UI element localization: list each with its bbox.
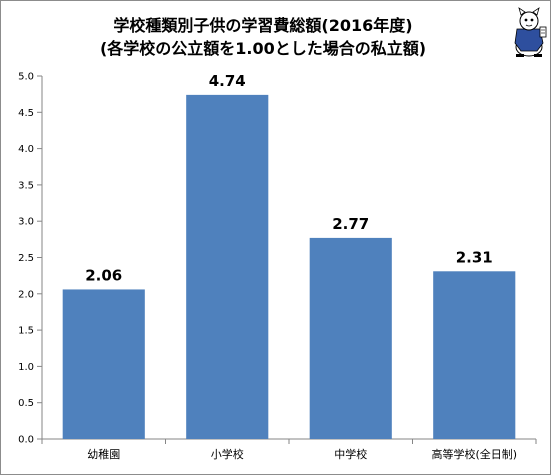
data-label: 4.74 [209,72,246,90]
y-tick-label: 5.0 [18,72,34,83]
y-tick-label: 1.0 [18,362,34,373]
bar [309,237,392,439]
y-tick-label: 2.0 [18,289,34,300]
data-label: 2.06 [85,266,122,284]
y-tick-label: 0.0 [18,435,34,446]
x-tick-label: 高等学校(全日制) [431,447,517,461]
mascot-icon [514,7,547,57]
bar [433,271,516,439]
y-tick-label: 0.5 [18,398,34,409]
chart-title: 学校種類別子供の学習費総額(2016年度) [113,16,412,35]
y-tick-label: 3.0 [18,217,34,228]
data-label: 2.31 [456,248,493,266]
y-tick-label: 3.5 [18,180,34,191]
x-tick-label: 幼稚園 [87,448,120,461]
bars-group [62,94,516,439]
labels-group: 2.06 幼稚園 4.74 小学校 2.77 中学校 2.31 高等学校(全日制) [85,72,517,461]
x-tick-label: 小学校 [211,447,244,461]
y-tick-label: 2.5 [18,253,34,264]
x-tick-label: 中学校 [334,447,367,461]
data-label: 2.77 [332,215,369,233]
y-tick-label: 1.5 [18,326,34,337]
y-tick-label: 4.5 [18,108,34,119]
bar [186,94,269,439]
bar [62,289,145,439]
y-tick-label: 4.0 [18,144,34,155]
chart-subtitle: (各学校の公立額を1.00とした場合の私立額) [100,39,426,58]
